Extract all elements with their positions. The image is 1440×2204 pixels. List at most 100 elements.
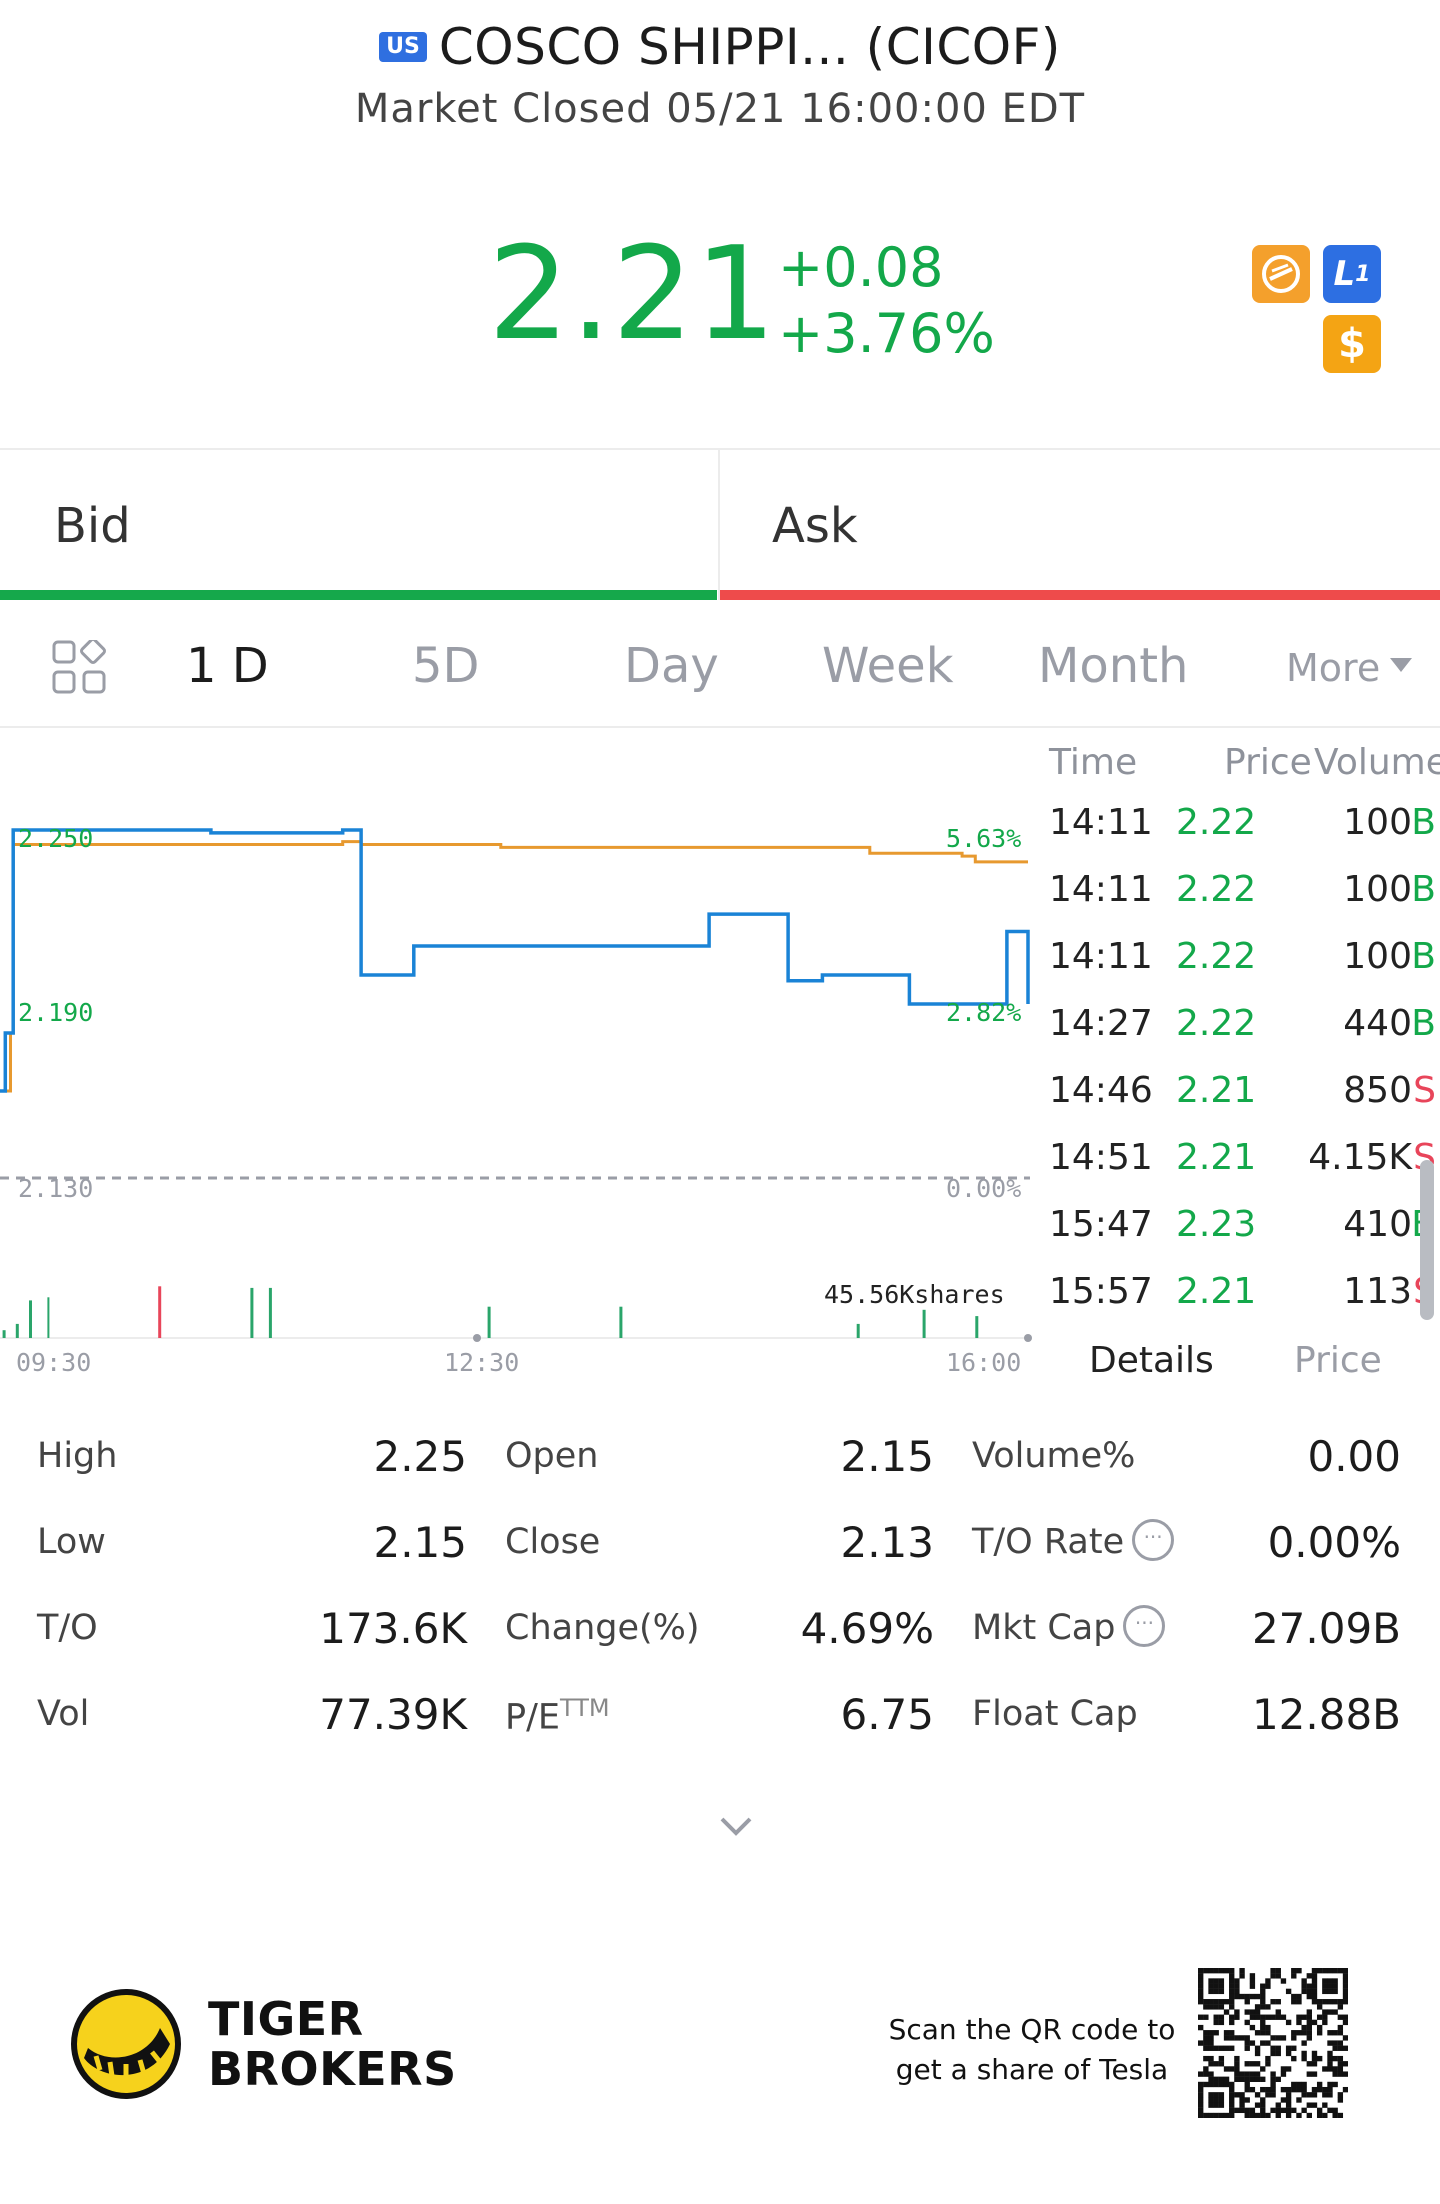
tab-more[interactable]: More (1286, 646, 1381, 690)
stat-value-close: 2.13 (840, 1518, 934, 1567)
volume-total-label: 45.56Kshares (824, 1280, 1005, 1309)
trade-time: 15:47 (1049, 1204, 1153, 1245)
brand-name: TIGER BROKERS (208, 1994, 457, 2094)
more-info-icon[interactable]: ··· (1132, 1519, 1175, 1561)
y-label-low: 2.130 (18, 1174, 94, 1203)
stat-label-close: Close (505, 1522, 601, 1562)
x-label-open: 09:30 (16, 1348, 92, 1377)
tab-5d[interactable]: 5D (412, 638, 480, 694)
price-change: +0.08 +3.76% (778, 238, 995, 364)
stat-value-mkt-cap: 27.09B (1251, 1604, 1401, 1653)
trades-header-volume: Volume (1314, 742, 1440, 783)
more-info-icon[interactable]: ··· (1123, 1605, 1166, 1647)
bid-label: Bid (54, 498, 131, 554)
tab-week[interactable]: Week (822, 638, 954, 694)
tab-price[interactable]: Price (1294, 1340, 1382, 1381)
volume-bar (158, 1286, 162, 1338)
chart-canvas (0, 828, 1032, 1342)
ask-section[interactable]: Ask (718, 450, 1440, 600)
volume-bar (856, 1323, 860, 1338)
tab-day[interactable]: Day (624, 638, 719, 694)
market-status: Market Closed 05/21 16:00:00 EDT (354, 86, 1086, 132)
stat-label-to-rate: T/O Rate ··· (972, 1519, 1175, 1564)
y-label-high: 2.250 (18, 824, 94, 853)
volume-bar (47, 1297, 50, 1338)
trade-time: 14:27 (1049, 1003, 1153, 1044)
dollar-icon[interactable]: $ (1323, 315, 1381, 373)
trade-row: 14:11 2.22 100 B (1040, 802, 1440, 868)
footer-banner: TIGER BROKERS Scan the QR code to get a … (0, 1960, 1440, 2204)
change-amount: +0.08 (778, 236, 944, 299)
trade-price: 2.21 (1176, 1137, 1257, 1178)
y-label-mid: 2.190 (18, 998, 94, 1027)
brand-line2: BROKERS (208, 2042, 457, 2096)
stat-value-low: 2.15 (373, 1518, 467, 1567)
trade-volume: 410 (1343, 1204, 1412, 1245)
stat-value-volume-pct: 0.00 (1307, 1432, 1401, 1481)
stock-title[interactable]: COSCO SHIPPI... (CICOF) (438, 18, 1061, 76)
chevron-down-icon[interactable] (1390, 658, 1412, 672)
trade-side: B (1411, 802, 1436, 843)
trades-scrollbar[interactable] (1420, 1160, 1434, 1320)
scan-line1: Scan the QR code to (888, 2013, 1176, 2046)
volume-bar (619, 1306, 623, 1338)
scan-line2: get a share of Tesla (895, 2053, 1169, 2086)
stat-label-vol: Vol (37, 1694, 90, 1734)
trade-volume: 100 (1343, 936, 1412, 977)
period-tabs: 1 D 5D Day Week Month More (0, 600, 1440, 728)
stat-label-pe: P/ETTM (505, 1694, 610, 1738)
volume-bar (2, 1330, 6, 1338)
trade-side: B (1411, 936, 1436, 977)
trade-price: 2.23 (1176, 1204, 1257, 1245)
trade-price: 2.22 (1176, 1003, 1257, 1044)
trades-header-price: Price (1224, 742, 1312, 783)
chevron-down-icon[interactable] (718, 1808, 754, 1844)
trade-row: 14:46 2.21 850 S (1040, 1070, 1440, 1136)
x-label-close: 16:00 (946, 1348, 1022, 1377)
ask-label: Ask (772, 498, 858, 554)
stat-value-pe: 6.75 (840, 1690, 934, 1739)
stat-label-change: Change(%) (505, 1608, 700, 1648)
stat-label-high: High (37, 1436, 118, 1476)
stat-label-turnover: T/O (37, 1608, 98, 1648)
bid-section[interactable]: Bid (0, 450, 717, 600)
tab-details[interactable]: Details (1089, 1340, 1214, 1381)
volume-bar (975, 1316, 979, 1338)
trade-time: 14:11 (1049, 936, 1153, 977)
trade-time: 14:51 (1049, 1137, 1153, 1178)
stat-value-float-cap: 12.88B (1251, 1690, 1401, 1739)
stat-value-change: 4.69% (800, 1604, 934, 1653)
trade-volume: 4.15K (1308, 1137, 1412, 1178)
stat-value-to-rate: 0.00% (1267, 1518, 1401, 1567)
volume-bars (2, 1286, 979, 1338)
tab-month[interactable]: Month (1038, 638, 1189, 694)
trade-volume: 100 (1343, 869, 1412, 910)
bid-bar (0, 590, 717, 600)
intraday-chart[interactable]: 2.250 2.190 2.130 5.63% 2.82% 0.00% 45.5… (0, 730, 1040, 1390)
axis-dot (473, 1334, 481, 1342)
to-rate-text: T/O Rate (972, 1522, 1125, 1562)
stats-grid: High 2.25 Low 2.15 T/O 173.6K Vol 77.39K… (0, 1410, 1440, 1770)
trade-row: 14:51 2.21 4.15K S (1040, 1137, 1440, 1203)
trade-volume: 113 (1343, 1271, 1412, 1312)
trade-side: B (1411, 1003, 1436, 1044)
market-badge: US (379, 32, 427, 62)
volume-bar (268, 1287, 272, 1338)
avg-price-line (0, 840, 1028, 1093)
trade-price: 2.21 (1176, 1271, 1257, 1312)
tab-1d[interactable]: 1 D (186, 638, 269, 694)
trade-row: 14:11 2.22 100 B (1040, 869, 1440, 935)
trade-price: 2.22 (1176, 802, 1257, 843)
qr-code[interactable] (1198, 1968, 1348, 2118)
bid-ask-panel: Bid Ask (0, 450, 1440, 600)
trade-price: 2.22 (1176, 869, 1257, 910)
trade-price: 2.21 (1176, 1070, 1257, 1111)
trade-row: 14:11 2.22 100 B (1040, 936, 1440, 1002)
trade-side: B (1411, 869, 1436, 910)
hk-connect-icon[interactable] (1252, 245, 1310, 303)
trade-ticker[interactable]: Time Price Volume 14:11 2.22 100 B 14:11… (1040, 730, 1440, 1330)
layout-grid-icon[interactable] (52, 640, 106, 694)
volume-bar (922, 1309, 926, 1338)
price-line (0, 828, 1030, 1093)
